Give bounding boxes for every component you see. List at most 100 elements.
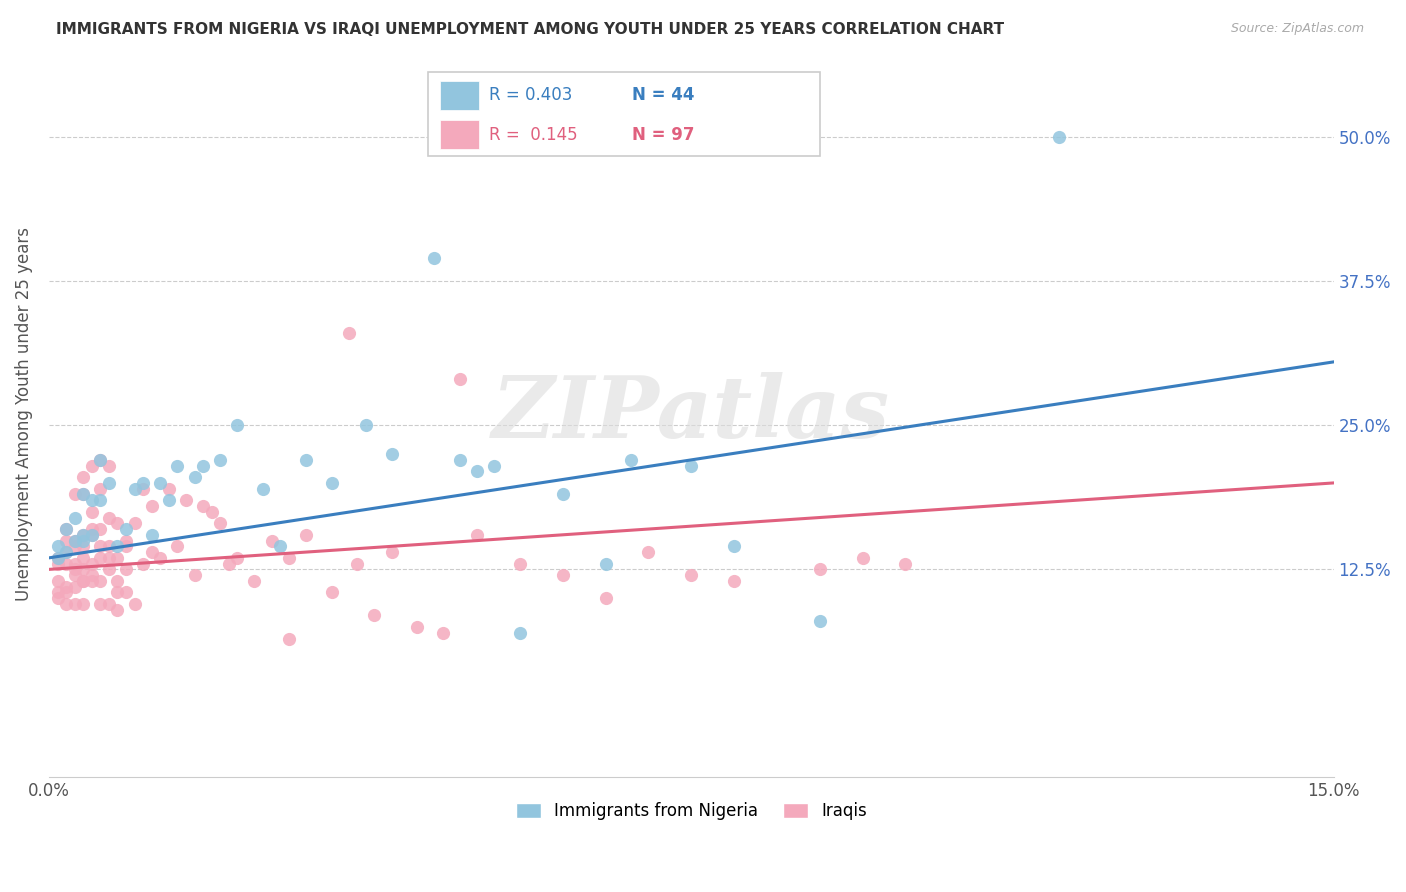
Point xyxy=(115,562,138,576)
Point xyxy=(72,539,94,553)
Y-axis label: Unemployment Among Youth under 25 years: Unemployment Among Youth under 25 years xyxy=(15,227,32,601)
Point xyxy=(107,516,129,531)
Point xyxy=(80,528,103,542)
Point xyxy=(124,516,146,531)
Point xyxy=(132,475,155,490)
Point xyxy=(132,482,155,496)
Point xyxy=(808,562,831,576)
Point xyxy=(89,574,111,588)
Point xyxy=(72,528,94,542)
Point xyxy=(63,580,86,594)
Point xyxy=(55,545,77,559)
Point xyxy=(894,557,917,571)
Text: ZIPatlas: ZIPatlas xyxy=(492,372,890,456)
Point xyxy=(277,632,299,646)
Point xyxy=(321,475,343,490)
Point xyxy=(89,597,111,611)
Point xyxy=(149,475,172,490)
Point xyxy=(346,557,368,571)
Point xyxy=(509,625,531,640)
Point xyxy=(55,533,77,548)
Point xyxy=(851,550,873,565)
Point xyxy=(295,453,318,467)
Point xyxy=(72,528,94,542)
Point xyxy=(243,574,266,588)
Point xyxy=(723,574,745,588)
Point xyxy=(63,533,86,548)
Point xyxy=(97,562,120,576)
Point xyxy=(218,557,240,571)
Point xyxy=(107,585,129,599)
Point xyxy=(449,372,471,386)
Point xyxy=(141,499,163,513)
Point xyxy=(72,533,94,548)
Point xyxy=(681,458,703,473)
Point xyxy=(209,453,232,467)
Point xyxy=(149,550,172,565)
Point xyxy=(201,505,224,519)
Point xyxy=(620,453,643,467)
Point xyxy=(97,550,120,565)
Point xyxy=(174,493,197,508)
Point xyxy=(72,550,94,565)
Point xyxy=(72,487,94,501)
Point xyxy=(63,539,86,553)
Point xyxy=(46,539,69,553)
Legend: Immigrants from Nigeria, Iraqis: Immigrants from Nigeria, Iraqis xyxy=(509,796,873,827)
Point xyxy=(484,458,506,473)
Point xyxy=(191,499,214,513)
Point xyxy=(55,580,77,594)
Point xyxy=(107,539,129,553)
Point xyxy=(72,470,94,484)
Point xyxy=(89,493,111,508)
Point xyxy=(107,574,129,588)
Point xyxy=(89,482,111,496)
Point xyxy=(97,458,120,473)
Point xyxy=(157,482,180,496)
Point xyxy=(72,562,94,576)
Point xyxy=(295,528,318,542)
Point xyxy=(55,585,77,599)
Point xyxy=(808,614,831,628)
Point xyxy=(89,453,111,467)
Point xyxy=(46,574,69,588)
Point xyxy=(115,585,138,599)
Point xyxy=(423,251,446,265)
Point xyxy=(509,557,531,571)
Point xyxy=(63,597,86,611)
Point xyxy=(80,574,103,588)
Point xyxy=(380,447,402,461)
Point xyxy=(80,522,103,536)
Point xyxy=(354,418,377,433)
Point xyxy=(723,539,745,553)
Point xyxy=(277,550,299,565)
Point xyxy=(260,533,283,548)
Point xyxy=(107,603,129,617)
Point xyxy=(97,597,120,611)
Point xyxy=(63,487,86,501)
Point xyxy=(115,533,138,548)
Point xyxy=(449,453,471,467)
Point xyxy=(89,453,111,467)
Point xyxy=(89,539,111,553)
Point xyxy=(637,545,659,559)
Point xyxy=(166,458,188,473)
Point xyxy=(46,557,69,571)
Point xyxy=(115,539,138,553)
Point xyxy=(115,522,138,536)
Point xyxy=(55,557,77,571)
Point xyxy=(209,516,232,531)
Point xyxy=(252,482,274,496)
Point xyxy=(97,475,120,490)
Point xyxy=(63,510,86,524)
Point xyxy=(46,585,69,599)
Point xyxy=(124,597,146,611)
Point xyxy=(132,557,155,571)
Point xyxy=(46,550,69,565)
Point xyxy=(183,470,205,484)
Point xyxy=(63,562,86,576)
Point xyxy=(89,550,111,565)
Point xyxy=(80,493,103,508)
Point xyxy=(55,597,77,611)
Point xyxy=(595,557,617,571)
